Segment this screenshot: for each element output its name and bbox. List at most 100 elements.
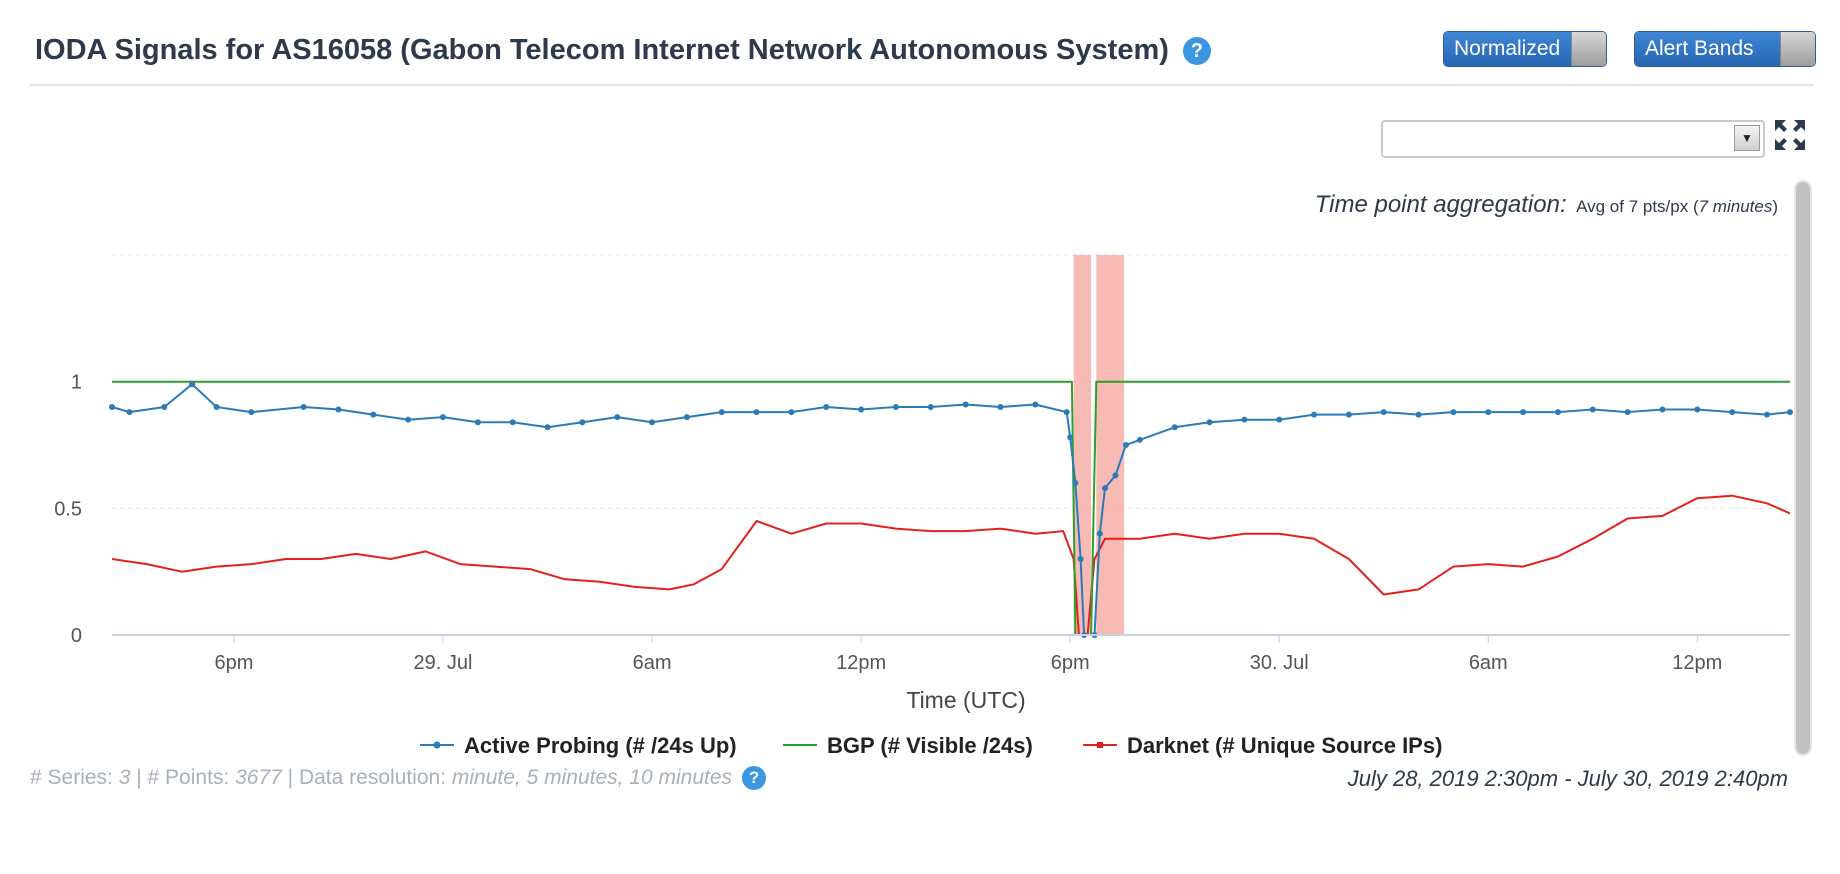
x-tick-label: 6am xyxy=(1469,652,1508,674)
x-tick-label: 29. Jul xyxy=(414,652,473,674)
y-tick-label: 0.5 xyxy=(54,498,82,520)
data-point xyxy=(1787,409,1793,416)
data-point xyxy=(753,409,760,416)
page-title: IODA Signals for AS16058 (Gabon Telecom … xyxy=(35,34,1211,67)
alert-bands xyxy=(1073,255,1125,635)
data-summary: # Series: 3 | # Points: 3677 | Data reso… xyxy=(30,766,767,790)
data-point xyxy=(1380,409,1387,416)
legend-marker xyxy=(1097,742,1103,748)
x-tick-label: 30. Jul xyxy=(1250,652,1309,674)
data-point xyxy=(858,406,865,413)
x-tick-label: 12pm xyxy=(1672,652,1722,674)
data-point xyxy=(213,404,220,410)
data-point xyxy=(248,409,255,416)
data-point xyxy=(1136,436,1143,443)
normalized-toggle[interactable]: Normalized xyxy=(1443,31,1607,67)
x-tick-label: 6am xyxy=(633,652,672,674)
resolution-help-icon[interactable]: ? xyxy=(742,766,767,790)
data-point xyxy=(300,404,307,410)
series-line xyxy=(111,494,1791,636)
help-icon[interactable]: ? xyxy=(1182,37,1211,66)
data-point xyxy=(161,404,168,410)
series-select[interactable]: ▼ xyxy=(1381,120,1765,158)
data-point xyxy=(189,381,196,388)
alert-bands-toggle-label: Alert Bands xyxy=(1635,32,1780,66)
data-point xyxy=(474,419,481,426)
data-point xyxy=(1764,411,1771,418)
aggregation-label: Time point aggregation: xyxy=(1315,191,1567,218)
legend-entry[interactable]: BGP (# Visible /24s) xyxy=(827,733,1033,758)
data-point xyxy=(335,406,342,413)
series-line xyxy=(111,383,1791,636)
data-point xyxy=(1276,416,1283,423)
data-point xyxy=(1032,401,1039,408)
chevron-down-icon[interactable]: ▼ xyxy=(1734,125,1760,151)
data-point xyxy=(962,401,969,408)
data-point xyxy=(1112,472,1119,479)
data-point xyxy=(579,419,586,426)
data-point xyxy=(997,404,1004,410)
x-tick-label: 6pm xyxy=(214,652,253,674)
aggregation-info: Time point aggregation: Avg of 7 pts/px … xyxy=(1315,191,1778,218)
data-point xyxy=(1345,411,1352,418)
data-point xyxy=(1067,434,1074,441)
series-lines xyxy=(109,380,1793,638)
points-count-value: 3677 xyxy=(235,766,282,789)
scrollbar[interactable] xyxy=(1794,180,1812,756)
data-point xyxy=(1589,406,1596,413)
legend-entry[interactable]: Darknet (# Unique Source IPs) xyxy=(1127,733,1442,758)
data-point xyxy=(788,409,795,416)
points-count-label: | # Points: xyxy=(136,766,230,789)
data-point xyxy=(1241,416,1248,423)
resolution-value: minute, 5 minutes, 10 minutes xyxy=(451,766,733,789)
data-point xyxy=(1096,530,1103,537)
data-point xyxy=(1520,409,1527,416)
data-point xyxy=(370,411,377,418)
data-point xyxy=(544,424,551,431)
time-range: July 28, 2019 2:30pm - July 30, 2019 2:4… xyxy=(1347,766,1788,791)
data-point xyxy=(1171,424,1178,431)
axes: 6pm 29. Jul 6am 12pm 6pm 30. Jul 6am 12pm 0 0.5 1 xyxy=(54,372,1790,674)
chart: Time point aggregation: Avg of 7 pts/px … xyxy=(54,191,1793,758)
data-point xyxy=(823,404,830,410)
data-point xyxy=(109,404,115,410)
data-point xyxy=(1415,411,1422,418)
data-point xyxy=(649,419,656,426)
data-point xyxy=(1694,406,1701,413)
data-point xyxy=(1072,480,1079,486)
alert-band xyxy=(1096,255,1125,635)
alert-bands-toggle[interactable]: Alert Bands xyxy=(1634,31,1816,67)
normalized-toggle-knob xyxy=(1571,32,1606,66)
data-point xyxy=(509,419,516,426)
data-point xyxy=(614,414,621,421)
chart-header: IODA Signals for AS16058 (Gabon Telecom … xyxy=(30,28,1816,86)
data-point xyxy=(683,414,690,421)
x-tick-label: 6pm xyxy=(1051,652,1090,674)
alert-bands-toggle-knob xyxy=(1780,32,1815,66)
data-point xyxy=(927,404,934,410)
legend-entry[interactable]: Active Probing (# /24s Up) xyxy=(464,733,737,758)
data-point xyxy=(1122,442,1129,448)
scrollbar-thumb[interactable] xyxy=(1796,182,1810,754)
data-point xyxy=(718,409,725,416)
aggregation-value-suffix: ) xyxy=(1772,197,1778,216)
x-tick-label: 12pm xyxy=(836,652,886,674)
series-count-value: 3 xyxy=(118,766,131,789)
data-point xyxy=(1450,409,1457,416)
data-point xyxy=(1206,419,1213,426)
expand-icon[interactable] xyxy=(1773,118,1807,152)
x-axis-label: Time (UTC) xyxy=(906,687,1025,713)
data-point xyxy=(1077,556,1084,562)
data-point xyxy=(1485,409,1492,416)
data-point xyxy=(1554,409,1561,416)
page-title-text: IODA Signals for AS16058 (Gabon Telecom … xyxy=(35,34,1169,66)
legend-marker xyxy=(433,741,441,749)
normalized-toggle-label: Normalized xyxy=(1444,32,1571,66)
expand-arrows xyxy=(1775,120,1805,150)
data-point xyxy=(1729,409,1736,416)
data-point xyxy=(892,404,899,410)
y-tick-label: 1 xyxy=(71,372,82,394)
data-point xyxy=(440,414,447,421)
legend: Active Probing (# /24s Up) BGP (# Visible… xyxy=(420,733,1442,758)
data-point xyxy=(1624,409,1631,416)
